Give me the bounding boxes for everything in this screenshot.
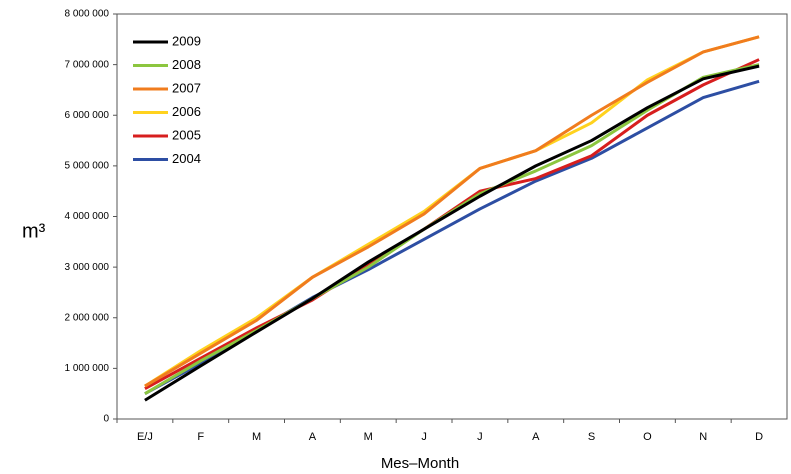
x-tick-label: S [588,431,595,443]
y-tick-label: 0 [103,414,109,425]
series-line [144,64,760,402]
legend-label: 2005 [172,127,201,142]
y-tick-label: 7 000 000 [65,59,110,70]
legend-label: 2008 [172,57,201,72]
series-line [144,79,760,396]
x-tick-label: E/J [137,431,153,443]
y-tick-label: 4 000 000 [65,211,110,222]
y-tick-label: 8 000 000 [65,9,110,20]
x-tick-label: O [643,431,652,443]
plot-frame [116,13,788,420]
legend-label: 2006 [172,104,201,119]
x-tick-label: N [699,431,707,443]
y-tick-label: 6 000 000 [65,110,110,121]
y-tick-label: 2 000 000 [65,312,110,323]
x-tick-label: F [197,431,204,443]
legend-label: 2009 [172,33,201,48]
y-tick-label: 1 000 000 [65,363,110,374]
x-tick-label: A [532,431,540,443]
y-tick-label: 3 000 000 [65,262,110,273]
series-line [144,35,760,388]
legend-label: 2007 [172,80,201,95]
x-tick-label: J [421,431,427,443]
x-tick-label: A [309,431,317,443]
x-axis-label: Mes–Month [381,455,459,472]
y-axis-label: m³ [22,220,46,242]
y-tick-label: 5 000 000 [65,161,110,172]
x-tick-label: M [364,431,373,443]
x-tick-label: J [477,431,483,443]
legend-label: 2004 [172,151,201,166]
x-tick-label: M [252,431,261,443]
x-tick-label: D [755,431,763,443]
